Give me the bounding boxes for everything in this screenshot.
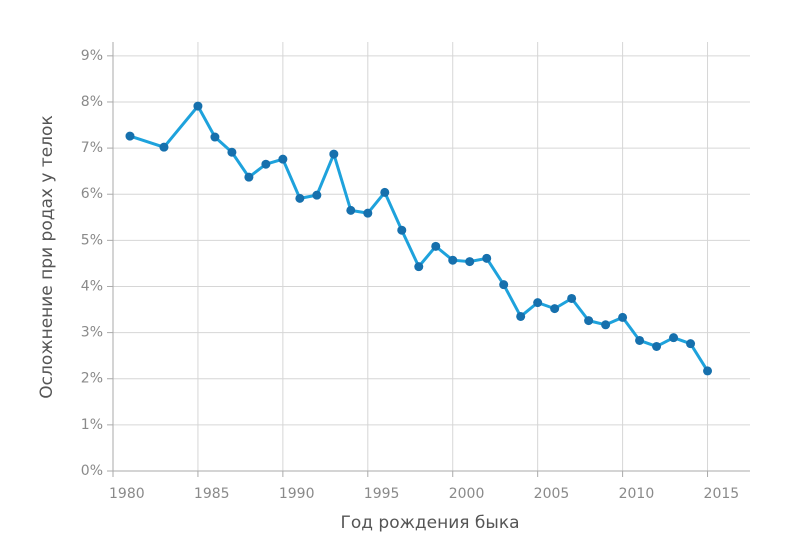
- data-point: [363, 208, 373, 218]
- y-tick-label: 3%: [81, 325, 103, 341]
- data-line: [129, 104, 709, 372]
- data-point: [499, 280, 509, 290]
- y-tick-label: 2%: [81, 371, 103, 387]
- y-tick-label: 7%: [81, 140, 103, 156]
- x-tick-label: 1990: [279, 486, 315, 502]
- x-tick-label: 2005: [534, 486, 570, 502]
- data-point: [516, 311, 526, 321]
- data-point: [346, 205, 356, 215]
- x-tick-label: 1980: [109, 486, 145, 502]
- data-point: [210, 132, 220, 142]
- data-point: [652, 341, 662, 351]
- y-tick-label: 4%: [81, 278, 103, 294]
- data-point: [431, 241, 441, 251]
- data-point: [686, 339, 696, 349]
- data-point: [414, 262, 424, 272]
- y-tick-label: 8%: [81, 94, 103, 110]
- data-point: [584, 316, 594, 326]
- x-tick-label: 2015: [704, 486, 740, 502]
- x-axis-label: Год рождения быка: [340, 513, 519, 533]
- data-point: [193, 101, 203, 111]
- data-point: [329, 149, 339, 159]
- data-point: [448, 255, 458, 265]
- data-point: [227, 147, 237, 157]
- data-point: [125, 131, 135, 141]
- data-point: [618, 312, 628, 322]
- data-point: [669, 333, 679, 343]
- data-point: [397, 225, 407, 235]
- x-tick-label: 1985: [194, 486, 230, 502]
- y-tick-label: 0%: [81, 463, 103, 479]
- y-tick-label: 5%: [81, 232, 103, 248]
- y-tick-label: 9%: [81, 48, 103, 64]
- data-point: [159, 142, 169, 152]
- y-tick-label: 6%: [81, 186, 103, 202]
- data-point: [380, 187, 390, 197]
- y-tick-label: 1%: [81, 417, 103, 433]
- data-point: [278, 154, 288, 164]
- data-point: [550, 304, 560, 314]
- data-point: [601, 320, 611, 330]
- data-point: [482, 253, 492, 263]
- y-axis-label: Осложнение при родах у телок: [37, 115, 57, 398]
- data-point: [295, 193, 305, 203]
- data-point: [533, 298, 543, 308]
- data-point: [244, 172, 254, 182]
- data-point: [703, 366, 713, 376]
- x-tick-label: 1995: [364, 486, 400, 502]
- x-tick-label: 2010: [619, 486, 655, 502]
- data-point: [635, 335, 645, 345]
- data-point: [567, 293, 577, 303]
- data-point: [261, 159, 271, 169]
- data-point: [465, 257, 475, 267]
- data-point: [312, 190, 322, 200]
- x-tick-label: 2000: [449, 486, 485, 502]
